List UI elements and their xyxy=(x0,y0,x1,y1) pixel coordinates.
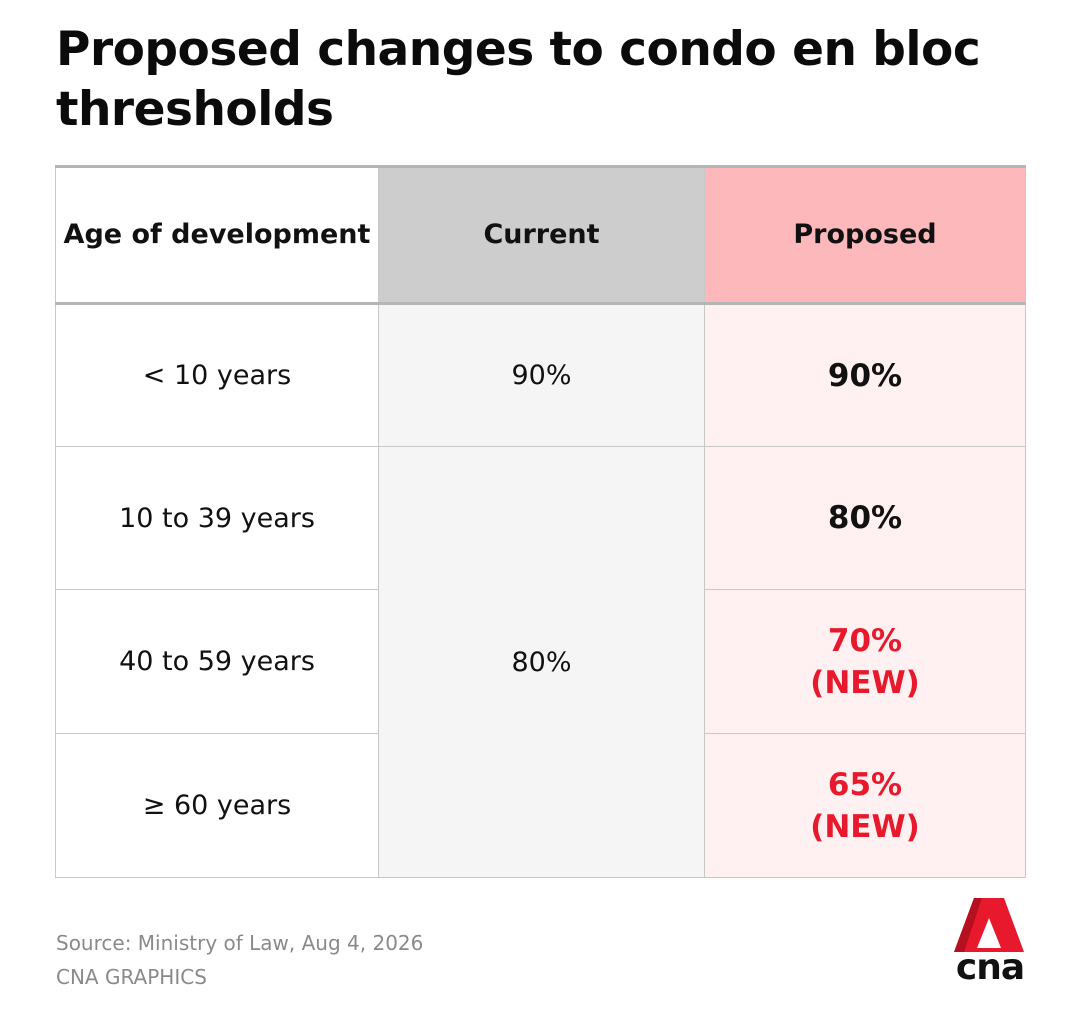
table-row: < 10 years 90% 90% xyxy=(55,303,1026,447)
table-row: ≥ 60 years 65% (NEW) xyxy=(55,733,1026,878)
thresholds-table: Age of development Current Proposed < 10… xyxy=(55,165,1026,878)
table-row: 40 to 59 years 70% (NEW) xyxy=(55,589,1026,734)
proposed-value: 65% xyxy=(827,766,903,803)
current-threshold-cell: 90% xyxy=(378,303,705,447)
proposed-threshold-cell: 65% (NEW) xyxy=(704,733,1026,878)
proposed-value: 80% xyxy=(827,500,903,536)
age-cell: 10 to 39 years xyxy=(55,446,379,590)
age-cell: < 10 years xyxy=(55,303,379,447)
current-threshold-cell: 80% xyxy=(378,446,705,878)
cna-logo: cna xyxy=(952,896,1028,988)
proposed-threshold-cell: 80% xyxy=(704,446,1026,590)
table-header-row: Age of development Current Proposed xyxy=(55,165,1026,305)
cna-triangle-logo-icon xyxy=(954,898,1024,952)
proposed-value: 70% xyxy=(827,622,903,659)
cna-logo-text: cna xyxy=(955,947,1025,988)
new-badge: (NEW) xyxy=(810,664,920,701)
proposed-threshold-cell: 70% (NEW) xyxy=(704,589,1026,734)
header-current: Current xyxy=(378,165,705,305)
proposed-threshold-cell: 90% xyxy=(704,303,1026,447)
header-proposed: Proposed xyxy=(704,165,1026,305)
source-note: Source: Ministry of Law, Aug 4, 2026 xyxy=(56,931,424,955)
page-title: Proposed changes to condo en bloc thresh… xyxy=(56,22,981,137)
proposed-value: 90% xyxy=(827,357,903,394)
header-age-of-development: Age of development xyxy=(55,165,379,305)
new-badge: (NEW) xyxy=(810,808,920,845)
graphics-credit: CNA GRAPHICS xyxy=(56,965,207,989)
age-cell: ≥ 60 years xyxy=(55,733,379,878)
table-row: 10 to 39 years 80% 80% xyxy=(55,446,1026,878)
age-cell: 40 to 59 years xyxy=(55,589,379,734)
footer: Source: Ministry of Law, Aug 4, 2026 CNA… xyxy=(56,926,423,994)
